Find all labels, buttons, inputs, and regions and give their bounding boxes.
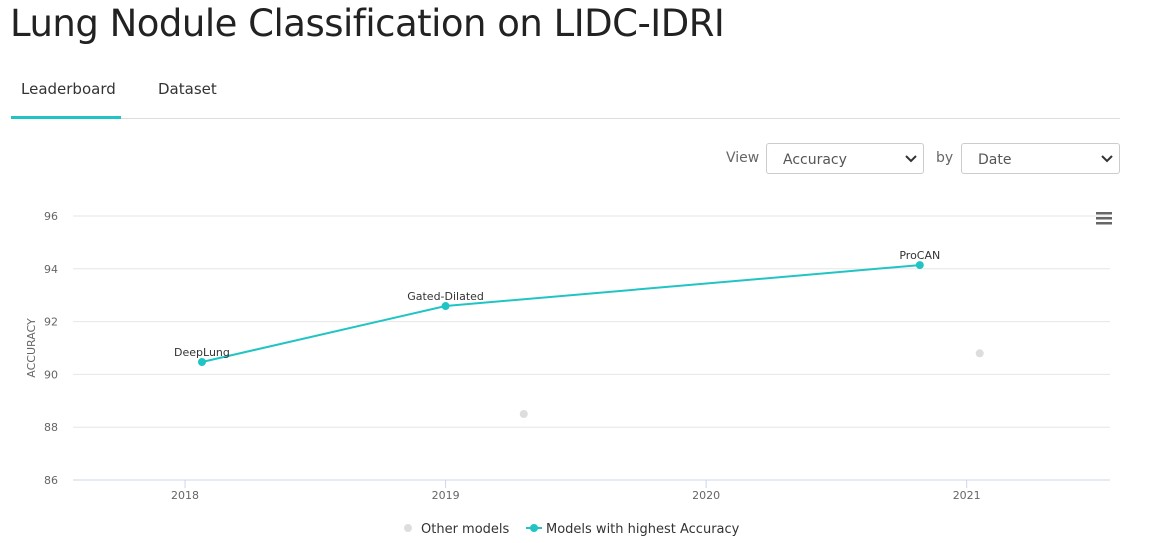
legend-symbol (404, 524, 412, 532)
menu-icon[interactable] (1096, 212, 1112, 225)
tab-divider (11, 118, 1120, 119)
data-point (915, 261, 924, 270)
chevron (1101, 155, 1113, 163)
view-value: Accuracy (783, 152, 847, 168)
view-label: View (726, 150, 760, 166)
y-axis-label: ACCURACY (25, 318, 38, 378)
y-tick-label: 86 (44, 474, 58, 487)
by-select[interactable]: Date (961, 143, 1120, 174)
x-tick-label: 2020 (692, 489, 720, 502)
data-point (197, 357, 206, 366)
by-label: by (936, 150, 954, 166)
point-label: ProCAN (899, 249, 940, 262)
point-label: Gated-Dilated (407, 290, 484, 303)
legend-symbol (530, 524, 538, 532)
by-value: Date (978, 152, 1012, 168)
active-tab-indicator (11, 116, 121, 119)
chevron (905, 155, 917, 163)
page-title: Lung Nodule Classification on LIDC-IDRI (10, 2, 725, 45)
data-point (519, 410, 528, 418)
data-point (441, 302, 450, 311)
point-label: DeepLung (174, 346, 230, 359)
tab[interactable]: Leaderboard (21, 80, 116, 98)
x-tick-label: 2021 (953, 489, 981, 502)
series-line (201, 264, 920, 363)
legend-entry: Models with highest Accuracy (546, 522, 740, 537)
x-tick-label: 2019 (432, 489, 460, 502)
data-point (975, 349, 984, 358)
legend-entry: Other models (421, 522, 510, 537)
view-select[interactable]: Accuracy (766, 143, 924, 174)
y-tick-label: 92 (44, 316, 58, 329)
x-tick-label: 2018 (171, 489, 199, 502)
y-tick-label: 88 (44, 421, 58, 434)
y-tick-label: 96 (44, 210, 58, 223)
tab[interactable]: Dataset (158, 80, 217, 98)
y-tick-label: 94 (44, 263, 58, 276)
y-tick-label: 90 (44, 368, 58, 381)
